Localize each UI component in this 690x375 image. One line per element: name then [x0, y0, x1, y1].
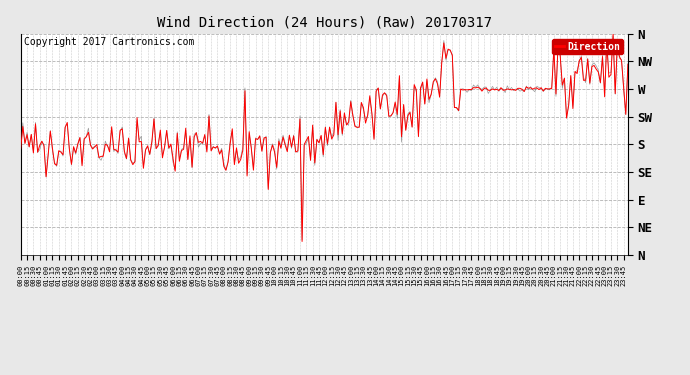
Text: Copyright 2017 Cartronics.com: Copyright 2017 Cartronics.com	[23, 37, 194, 47]
Legend: Direction: Direction	[552, 39, 623, 54]
Title: Wind Direction (24 Hours) (Raw) 20170317: Wind Direction (24 Hours) (Raw) 20170317	[157, 16, 492, 30]
